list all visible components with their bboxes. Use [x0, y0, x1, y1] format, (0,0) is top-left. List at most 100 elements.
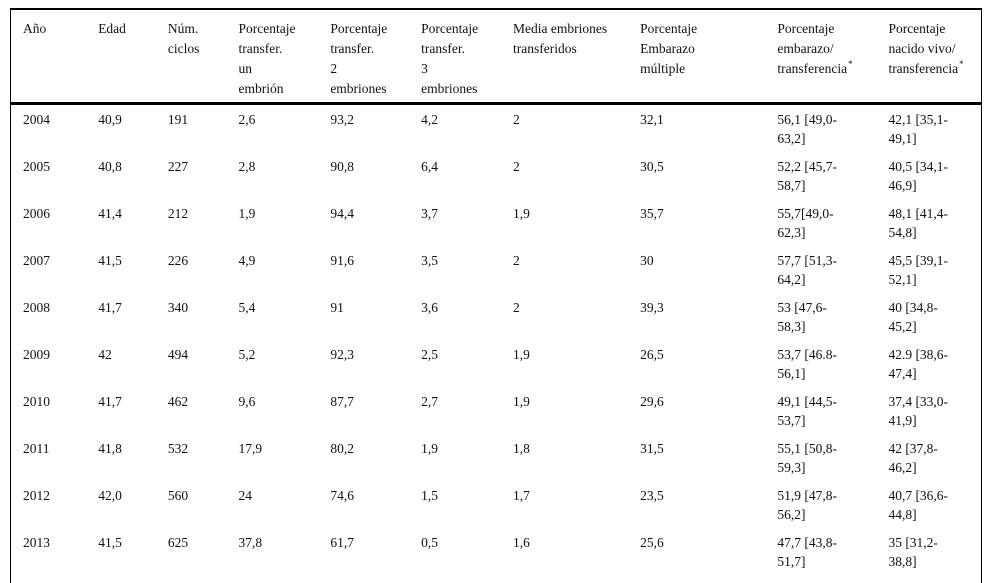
column-header-pct-embarazo-transferencia: Porcentaje embarazo/transferencia*: [765, 9, 877, 105]
footnote-marker: *: [848, 58, 853, 69]
cell-pct-nacido-vivo-transferencia: 42.9 [38,6- 47,4]: [876, 340, 981, 387]
header-line: Porcentaje: [888, 21, 946, 36]
header-line: Embarazo: [640, 41, 695, 56]
column-header-num-ciclos: Núm. ciclos: [155, 9, 227, 105]
cell-media-embriones-transferidos: 1,5: [501, 575, 628, 583]
cell-line: 37,4 [33,0-: [888, 394, 949, 409]
header-line: embarazo/: [777, 41, 834, 56]
cell-line: 52,1]: [888, 272, 917, 287]
cell-pct-embarazo-transferencia: 52,2 [45,7- 58,7]: [765, 152, 876, 199]
cell-ano: 2012: [23, 488, 50, 503]
cell-ano: 2010: [23, 394, 50, 409]
cell-pct-embarazo-multiple: 30,5: [640, 159, 664, 174]
cell-num-ciclos: 612: [156, 575, 227, 583]
cell-media-embriones-transferidos: 2: [512, 112, 520, 127]
cell-pct-transfer-3-embriones: 1,5: [421, 488, 439, 503]
cell-num-ciclos: 340: [167, 300, 189, 315]
cell-pct-nacido-vivo-transferencia: 48,1 [41,4- 54,8]: [876, 199, 981, 246]
cell-pct-nacido-vivo-transferencia: 35 [31,0-38,7]: [876, 575, 981, 583]
cell-pct-transfer-3-embriones: 2,7: [421, 394, 439, 409]
cell-pct-embarazo-transferencia: 47,2 [43,4-51,4]: [765, 575, 876, 583]
cell-pct-transfer-2-embriones: 91,6: [330, 253, 354, 268]
cell-line: 59,3]: [777, 460, 806, 475]
cell-pct-embarazo-transferencia: 55,7[49,0- 62,3]: [765, 199, 876, 246]
cell-edad: 41,4: [98, 206, 122, 221]
column-header-ano: Año: [10, 9, 87, 105]
cell-line: 54,8]: [888, 225, 917, 240]
cell-line: 40,5 [34,1-: [888, 159, 949, 174]
cell-edad: 41,8: [86, 575, 156, 583]
cell-pct-transfer-un-embrion: 2,8: [238, 159, 256, 174]
table-row-2005: 2005 40,8 227 2,8 90,8 6,4 2 30,5 52,2 [45,7- 58,…: [11, 152, 982, 199]
header-line: embrión: [238, 81, 284, 96]
header-line: Año: [23, 21, 47, 36]
cell-ano: 2014: [11, 575, 87, 583]
cell-pct-nacido-vivo-transferencia: 35 [31,2- 38,8]: [876, 528, 981, 575]
cell-media-embriones-transferidos: 1,7: [512, 488, 530, 503]
header-line: Porcentaje: [640, 21, 698, 36]
cell-ano: 2004: [23, 112, 50, 127]
cell-line: 42.9 [38,6-: [888, 347, 949, 362]
table-row-2013: 2013 41,5 625 37,8 61,7 0,5 1,6 25,6 47,7 [43,8-…: [11, 528, 982, 575]
cell-ano: 2006: [23, 206, 50, 221]
cell-pct-nacido-vivo-transferencia: 37,4 [33,0- 41,9]: [876, 387, 981, 434]
cell-line: 38,8]: [888, 554, 917, 569]
header-line: 3: [421, 61, 428, 76]
cell-pct-transfer-3-embriones: 6,4: [421, 159, 439, 174]
cell-pct-embarazo-multiple: 32,1: [640, 112, 664, 127]
cell-line: 48,1 [41,4-: [888, 206, 949, 221]
cell-pct-embarazo-transferencia: 49,1 [44,5- 53,7]: [765, 387, 876, 434]
header-line: transfer.: [421, 41, 465, 56]
cell-pct-embarazo-multiple: 30: [640, 253, 654, 268]
header-line: Porcentaje: [777, 21, 835, 36]
cell-pct-nacido-vivo-transferencia: 40,5 [34,1- 46,9]: [876, 152, 981, 199]
table-row-2006: 2006 41,4 212 1,9 94,4 3,7 1,9 35,7 55,7[49,0- 62…: [11, 199, 982, 246]
cell-pct-embarazo-transferencia: 56,1 [49,0- 63,2]: [765, 104, 876, 153]
cell-line: 45,2]: [888, 319, 917, 334]
header-line: Núm.: [167, 21, 199, 36]
cell-edad: 41,8: [98, 441, 122, 456]
cell-num-ciclos: 494: [167, 347, 189, 362]
cell-edad: 41,5: [98, 535, 122, 550]
cell-num-ciclos: 462: [167, 394, 189, 409]
cell-pct-transfer-2-embriones: 87,7: [330, 394, 354, 409]
header-line: Edad: [98, 21, 126, 36]
column-header-pct-transfer-2-embriones: Porcentaje transfer. 2 embriones: [318, 9, 410, 105]
cell-num-ciclos: 212: [167, 206, 189, 221]
cell-line: 47,4]: [888, 366, 917, 381]
cell-pct-embarazo-multiple: 22,5: [628, 575, 765, 583]
column-header-pct-transfer-un-embrion: Porcentaje transfer. un embrión: [226, 9, 319, 105]
cell-line: 64,2]: [777, 272, 806, 287]
cell-pct-transfer-2-embriones: 61,7: [330, 535, 354, 550]
cell-edad: 41,7: [98, 394, 122, 409]
cell-ano: 2009: [23, 347, 50, 362]
cell-num-ciclos: 227: [167, 159, 189, 174]
cell-line: 42,1 [35,1-: [888, 112, 949, 127]
cell-pct-embarazo-multiple: 26,5: [640, 347, 664, 362]
column-header-edad: Edad: [86, 9, 156, 105]
cell-pct-transfer-2-embriones: 92,3: [330, 347, 354, 362]
cell-pct-transfer-2-embriones: 93,2: [330, 112, 354, 127]
cell-pct-embarazo-transferencia: 53 [47,6- 58,3]: [765, 293, 876, 340]
column-header-media-embriones-transferidos: Media embriones transferidos: [500, 9, 629, 105]
header-line: nacido vivo/: [888, 41, 956, 56]
cell-media-embriones-transferidos: 2: [512, 159, 520, 174]
cell-edad: 42: [98, 347, 112, 362]
header-line: transferencia*: [777, 58, 853, 76]
cell-line: 62,3]: [777, 225, 806, 240]
cell-pct-embarazo-transferencia: 57,7 [51,3- 64,2]: [765, 246, 876, 293]
cell-pct-transfer-3-embriones: 3,6: [421, 300, 439, 315]
cell-line: 46,2]: [888, 460, 917, 475]
cell-media-embriones-transferidos: 1,9: [512, 206, 530, 221]
cell-line: 40 [34,8-: [888, 300, 938, 315]
cell-line: 53 [47,6-: [777, 300, 827, 315]
cell-pct-transfer-un-embrion: 17,9: [238, 441, 263, 456]
cell-num-ciclos: 532: [167, 441, 189, 456]
cell-pct-nacido-vivo-transferencia: 45,5 [39,1- 52,1]: [876, 246, 981, 293]
cell-ano: 2005: [23, 159, 50, 174]
cell-pct-transfer-un-embrion: 5,2: [238, 347, 256, 362]
cell-pct-transfer-3-embriones: 0,3: [409, 575, 501, 583]
cell-line: 51,7]: [777, 554, 806, 569]
cell-edad: 41,5: [98, 253, 122, 268]
